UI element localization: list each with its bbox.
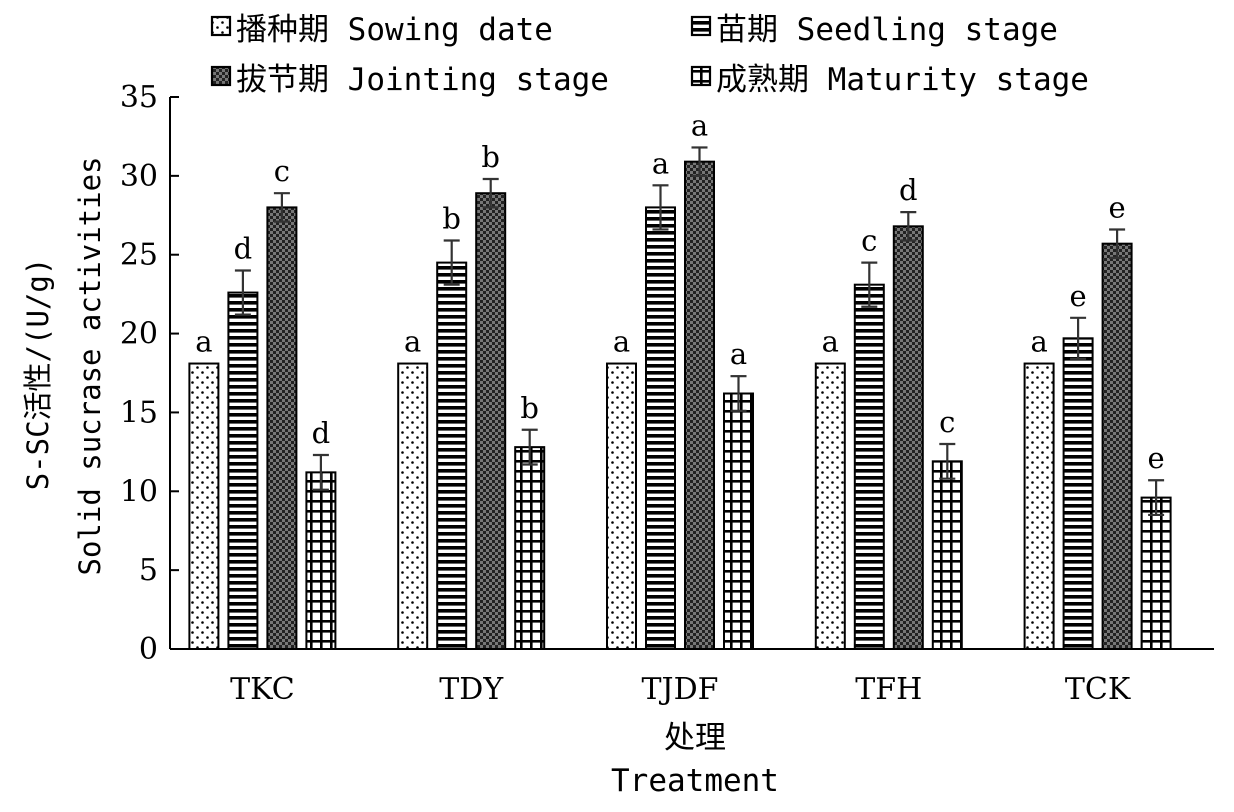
significance-letter: a — [1030, 325, 1047, 359]
significance-letter: a — [613, 325, 630, 359]
bar — [188, 362, 220, 650]
significance-letter: a — [691, 108, 708, 142]
bar — [892, 225, 924, 650]
bar — [1140, 496, 1172, 651]
bar — [645, 206, 676, 650]
significance-letter: a — [404, 325, 421, 359]
x-axis-label-zh: 处理 — [664, 720, 726, 756]
significance-letter: e — [1070, 279, 1087, 313]
bar — [227, 291, 259, 650]
significance-letter: e — [1148, 441, 1165, 475]
x-axis-label-en: Treatment — [611, 763, 779, 799]
y-tick-label: 35 — [120, 80, 158, 115]
bar — [723, 392, 754, 651]
bar — [853, 283, 885, 650]
legend-swatch — [690, 15, 712, 37]
legend-label: 拔节期 Jointing stage — [236, 62, 609, 98]
legend-label: 播种期 Sowing date — [236, 12, 553, 48]
x-tick-label: TFH — [855, 672, 922, 707]
legend-swatch — [210, 15, 232, 37]
significance-letter: c — [939, 405, 955, 439]
legend-swatch — [690, 65, 712, 87]
y-tick-label: 20 — [120, 317, 158, 352]
bar — [305, 471, 337, 650]
significance-letter: e — [1109, 190, 1126, 224]
y-axis-label-en: Solid sucrase activities — [73, 156, 107, 575]
legend: 播种期 Sowing date 苗期 Seedling stage 拔节期 Join… — [210, 12, 1089, 98]
y-tick-label: 15 — [120, 395, 158, 430]
significance-letter: a — [652, 146, 669, 180]
bar — [931, 460, 963, 650]
y-tick-label: 0 — [139, 632, 158, 667]
significance-letter: a — [730, 337, 747, 371]
significance-letter: c — [861, 224, 877, 258]
significance-letter: b — [520, 391, 539, 425]
bar — [397, 362, 429, 650]
bar — [475, 192, 507, 650]
significance-letter: d — [312, 416, 331, 450]
y-axis-label-zh: S-SC活性/(U/g) — [21, 258, 55, 491]
y-tick-label: 25 — [120, 238, 158, 273]
x-tick-label: TCK — [1065, 672, 1131, 707]
significance-letter: a — [822, 325, 839, 359]
legend-label: 苗期 Seedling stage — [716, 12, 1058, 48]
legend-label: 成熟期 Maturity stage — [716, 62, 1089, 98]
significance-letter: a — [195, 325, 212, 359]
bar — [606, 362, 637, 650]
axis-labels: S-SC活性/(U/g) Solid sucrase activities 处理… — [21, 156, 779, 799]
significance-letter: b — [481, 140, 500, 174]
bar — [1023, 362, 1055, 650]
bar — [1062, 337, 1094, 650]
y-tick-label: 5 — [139, 553, 158, 588]
bar — [814, 362, 846, 650]
significance-letter: d — [899, 173, 918, 207]
bar — [514, 446, 546, 650]
bar — [436, 261, 468, 650]
significance-letter: c — [274, 154, 290, 188]
x-tick-label: TJDF — [642, 672, 719, 707]
y-tick-label: 10 — [120, 474, 158, 509]
significance-letter: b — [442, 202, 461, 236]
x-tick-label: TDY — [439, 672, 504, 707]
significance-letter: d — [234, 231, 253, 265]
bar — [266, 206, 298, 650]
axes: 0 5 10 15 20 25 30 35 TKC TDY TJDF TFH TCK — [120, 80, 1214, 707]
legend-swatch — [210, 65, 232, 87]
x-tick-label: TKC — [230, 672, 295, 707]
bar — [684, 160, 715, 650]
y-tick-label: 30 — [120, 159, 158, 194]
bar — [1101, 242, 1133, 650]
